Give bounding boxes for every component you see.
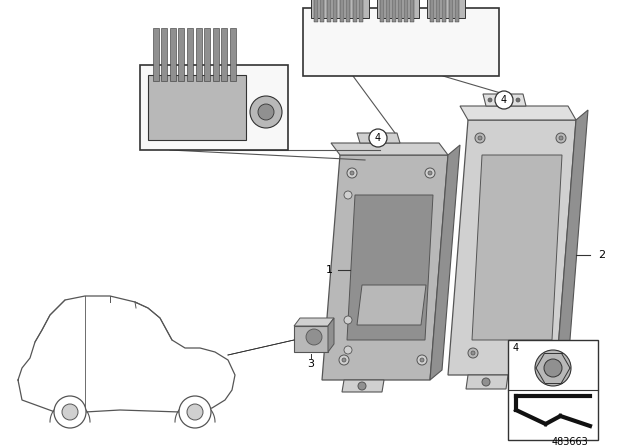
Bar [187, 28, 193, 81]
Polygon shape [342, 380, 384, 392]
Bar [380, 0, 384, 22]
Circle shape [544, 359, 562, 377]
Polygon shape [347, 195, 433, 340]
Text: 4: 4 [501, 95, 507, 105]
Bar [320, 0, 324, 22]
Circle shape [535, 350, 571, 386]
Bar [221, 28, 227, 81]
Text: 2: 2 [598, 250, 605, 260]
Bar [359, 0, 363, 22]
Circle shape [344, 191, 352, 199]
Bar [170, 28, 176, 81]
Circle shape [62, 404, 78, 420]
Bar [311, 0, 369, 18]
Polygon shape [322, 155, 448, 380]
Circle shape [549, 348, 559, 358]
Polygon shape [328, 318, 334, 352]
Bar [386, 0, 390, 22]
Text: 4: 4 [375, 133, 381, 143]
Circle shape [500, 96, 508, 104]
Circle shape [179, 396, 211, 428]
Circle shape [358, 382, 366, 390]
Circle shape [471, 351, 475, 355]
Bar [333, 0, 337, 22]
Circle shape [187, 404, 203, 420]
Circle shape [420, 358, 424, 362]
Bar [148, 75, 246, 140]
Circle shape [347, 168, 357, 178]
Polygon shape [466, 375, 508, 389]
Circle shape [495, 91, 513, 109]
Circle shape [54, 396, 86, 428]
Bar [140, 65, 288, 150]
Bar [327, 0, 331, 22]
Bar [340, 0, 344, 22]
Circle shape [552, 351, 556, 355]
Circle shape [374, 134, 382, 142]
Circle shape [250, 96, 282, 128]
Circle shape [488, 98, 492, 102]
Polygon shape [294, 326, 328, 352]
Bar [430, 0, 434, 22]
Polygon shape [460, 106, 576, 120]
Polygon shape [483, 94, 526, 106]
Bar [213, 28, 219, 81]
Circle shape [482, 378, 490, 386]
Circle shape [350, 171, 354, 175]
Bar [353, 0, 357, 22]
Bar [346, 0, 350, 22]
Bar [196, 28, 202, 81]
Bar [392, 0, 396, 22]
Circle shape [258, 104, 274, 120]
Bar [449, 0, 453, 22]
Text: 483663: 483663 [552, 437, 588, 447]
Circle shape [369, 129, 387, 147]
Polygon shape [472, 155, 562, 340]
Circle shape [475, 133, 485, 143]
Bar [204, 28, 210, 81]
Circle shape [559, 136, 563, 140]
Circle shape [425, 168, 435, 178]
Bar [153, 28, 159, 81]
Text: 1: 1 [326, 265, 333, 275]
Bar [303, 8, 499, 76]
Circle shape [468, 348, 478, 358]
Bar [314, 0, 318, 22]
Bar [442, 0, 446, 22]
Bar [178, 28, 184, 81]
Circle shape [516, 98, 520, 102]
Bar [230, 28, 236, 81]
Bar [377, 0, 419, 18]
Text: 3: 3 [307, 359, 314, 369]
Bar [161, 28, 167, 81]
Polygon shape [294, 318, 334, 326]
Polygon shape [331, 143, 448, 155]
Circle shape [417, 355, 427, 365]
Circle shape [344, 346, 352, 354]
Bar [398, 0, 402, 22]
Bar [427, 0, 465, 18]
Polygon shape [448, 120, 576, 375]
Polygon shape [357, 133, 400, 143]
Bar [455, 0, 459, 22]
Polygon shape [430, 145, 460, 380]
Circle shape [344, 316, 352, 324]
Bar [436, 0, 440, 22]
Bar [410, 0, 414, 22]
Circle shape [339, 355, 349, 365]
Bar [404, 0, 408, 22]
Circle shape [306, 329, 322, 345]
Circle shape [342, 358, 346, 362]
Polygon shape [556, 110, 588, 375]
Circle shape [428, 171, 432, 175]
Polygon shape [357, 285, 426, 325]
Circle shape [478, 136, 482, 140]
Text: 4: 4 [513, 343, 519, 353]
Bar [508, 340, 598, 440]
Circle shape [556, 133, 566, 143]
